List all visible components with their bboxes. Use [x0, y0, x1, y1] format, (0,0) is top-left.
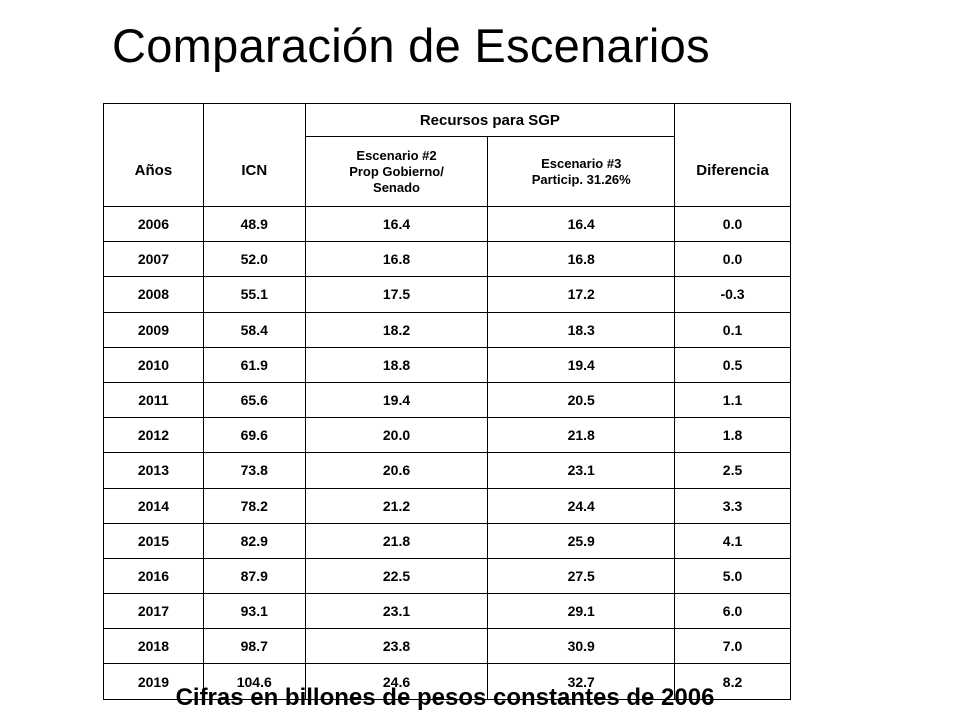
- icn-cell: 93.1: [202, 593, 306, 630]
- scenario-2-cell: 16.4: [304, 205, 489, 243]
- header-scenario-2: Escenario #2 Prop Gobierno/ Senado: [304, 136, 489, 207]
- difference-cell: 0.0: [674, 241, 791, 278]
- scenario-2-cell: 18.8: [304, 346, 489, 383]
- scenario-3-cell: 27.5: [487, 557, 676, 595]
- scenario-2-cell: 21.8: [304, 522, 489, 559]
- scenario-2-cell: 17.5: [304, 276, 489, 313]
- scenario-3-cell: 17.2: [487, 276, 676, 313]
- difference-cell: 2.5: [674, 452, 791, 489]
- scenario-2-cell: 16.8: [304, 241, 489, 278]
- difference-cell: 0.5: [674, 346, 791, 383]
- year-cell: 2019: [103, 663, 204, 700]
- table-row: 2009 58.4 18.2 18.3 0.1: [103, 311, 791, 348]
- icn-cell: 82.9: [202, 522, 306, 559]
- scenario-3-cell: 25.9: [487, 522, 676, 559]
- scenario-2-cell: 18.2: [304, 311, 489, 348]
- icn-cell: 73.8: [202, 452, 306, 489]
- scenario-2-cell: 21.2: [304, 487, 489, 524]
- difference-cell: -0.3: [674, 276, 791, 313]
- table-row: 2012 69.6 20.0 21.8 1.8: [103, 417, 791, 454]
- difference-cell: 0.0: [674, 205, 791, 243]
- difference-cell: 4.1: [674, 522, 791, 559]
- year-cell: 2011: [103, 381, 204, 419]
- difference-cell: 6.0: [674, 593, 791, 630]
- difference-cell: 7.0: [674, 628, 791, 665]
- year-cell: 2014: [103, 487, 204, 524]
- slide-title: Comparación de Escenarios: [112, 19, 710, 72]
- scenario-table: Años ICN Recursos para SGP Diferencia Es…: [103, 103, 791, 700]
- scenario-3-cell: 19.4: [487, 346, 676, 383]
- icn-cell: 61.9: [202, 346, 306, 383]
- footnote: Cifras en billones de pesos constantes d…: [175, 684, 715, 711]
- icn-cell: 104.6: [202, 663, 306, 700]
- year-cell: 2006: [103, 205, 204, 243]
- table-row: 2014 78.2 21.2 24.4 3.3: [103, 487, 791, 524]
- table-row: 2006 48.9 16.4 16.4 0.0: [103, 205, 791, 243]
- scenario-2-cell: 19.4: [304, 381, 489, 419]
- scenario-2-cell: 20.0: [304, 417, 489, 454]
- table-row: 2016 87.9 22.5 27.5 5.0: [103, 557, 791, 595]
- icn-cell: 65.6: [202, 381, 306, 419]
- table-row: 2007 52.0 16.8 16.8 0.0: [103, 241, 791, 278]
- table-body: 2006 48.9 16.4 16.4 0.0 2007 52.0 16.8 16.8 0.0 20…: [103, 205, 791, 700]
- year-cell: 2015: [103, 522, 204, 559]
- year-cell: 2009: [103, 311, 204, 348]
- table-row: 2008 55.1 17.5 17.2 -0.3: [103, 276, 791, 313]
- table-row: 2013 73.8 20.6 23.1 2.5: [103, 452, 791, 489]
- difference-cell: 3.3: [674, 487, 791, 524]
- year-cell: 2012: [103, 417, 204, 454]
- scenario-3-cell: 18.3: [487, 311, 676, 348]
- header-scenario-3: Escenario #3 Particip. 31.26%: [487, 136, 676, 207]
- icn-cell: 48.9: [202, 205, 306, 243]
- scenario-3-cell: 16.4: [487, 205, 676, 243]
- scenario-3-cell: 29.1: [487, 593, 676, 630]
- scenario-3-cell: 20.5: [487, 381, 676, 419]
- header-icn: ICN: [202, 103, 306, 207]
- scenario-3-cell: 32.7: [487, 663, 676, 700]
- scenario-2-cell: 23.1: [304, 593, 489, 630]
- table-row: 2011 65.6 19.4 20.5 1.1: [103, 381, 791, 419]
- year-cell: 2018: [103, 628, 204, 665]
- table-row: 2015 82.9 21.8 25.9 4.1: [103, 522, 791, 559]
- icn-cell: 98.7: [202, 628, 306, 665]
- header-years: Años: [103, 103, 204, 207]
- scenario-3-cell: 24.4: [487, 487, 676, 524]
- difference-cell: 5.0: [674, 557, 791, 595]
- difference-cell: 0.1: [674, 311, 791, 348]
- icn-cell: 78.2: [202, 487, 306, 524]
- scenario-2-cell: 24.6: [304, 663, 489, 700]
- icn-cell: 69.6: [202, 417, 306, 454]
- year-cell: 2007: [103, 241, 204, 278]
- difference-cell: 1.1: [674, 381, 791, 419]
- table-row: 2018 98.7 23.8 30.9 7.0: [103, 628, 791, 665]
- table-row: 2010 61.9 18.8 19.4 0.5: [103, 346, 791, 383]
- icn-cell: 55.1: [202, 276, 306, 313]
- scenario-3-cell: 23.1: [487, 452, 676, 489]
- header-resources-group: Recursos para SGP: [304, 103, 676, 137]
- scenario-2-cell: 20.6: [304, 452, 489, 489]
- scenario-3-cell: 16.8: [487, 241, 676, 278]
- difference-cell: 1.8: [674, 417, 791, 454]
- year-cell: 2013: [103, 452, 204, 489]
- year-cell: 2008: [103, 276, 204, 313]
- difference-cell: 8.2: [674, 663, 791, 700]
- table-row: 2017 93.1 23.1 29.1 6.0: [103, 593, 791, 630]
- icn-cell: 58.4: [202, 311, 306, 348]
- header-difference: Diferencia: [674, 103, 791, 207]
- table-row: 2019 104.6 24.6 32.7 8.2: [103, 663, 791, 700]
- scenario-3-cell: 30.9: [487, 628, 676, 665]
- scenario-3-cell: 21.8: [487, 417, 676, 454]
- icn-cell: 52.0: [202, 241, 306, 278]
- year-cell: 2017: [103, 593, 204, 630]
- scenario-2-cell: 22.5: [304, 557, 489, 595]
- icn-cell: 87.9: [202, 557, 306, 595]
- year-cell: 2016: [103, 557, 204, 595]
- year-cell: 2010: [103, 346, 204, 383]
- scenario-2-cell: 23.8: [304, 628, 489, 665]
